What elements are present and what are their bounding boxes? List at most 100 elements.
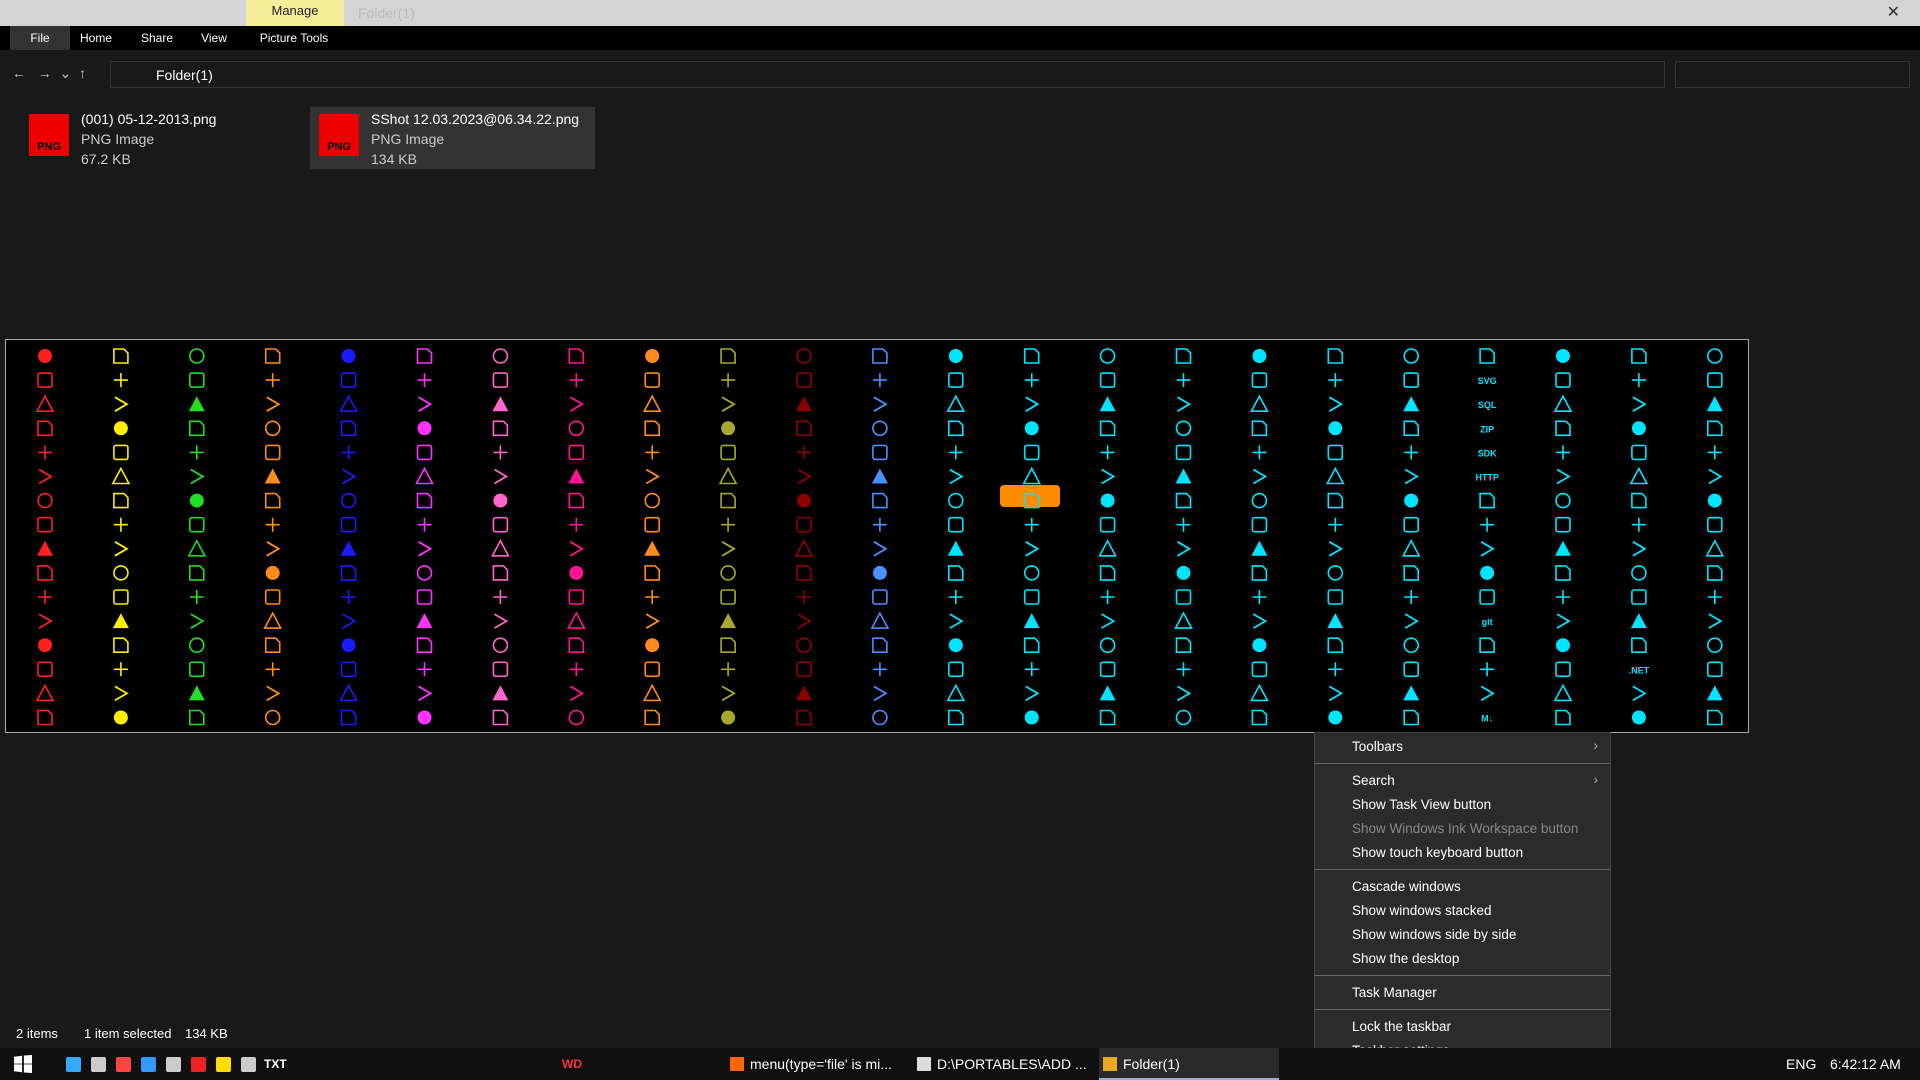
- path-box[interactable]: Folder(1): [110, 61, 1665, 88]
- file-item[interactable]: PNG SShot 12.03.2023@06.34.22.png PNG Imag…: [310, 107, 595, 169]
- icon: [1403, 516, 1419, 533]
- menu-item[interactable]: Toolbars ›: [1315, 735, 1610, 759]
- icon: [113, 517, 128, 532]
- icon: [189, 348, 205, 364]
- ribbon-tab[interactable]: Share: [140, 31, 174, 45]
- icon: [188, 396, 205, 412]
- menu-item[interactable]: Show the desktop: [1315, 947, 1610, 971]
- menu-item[interactable]: Cascade windows: [1315, 875, 1610, 899]
- tray-lang[interactable]: ENG: [1786, 1056, 1817, 1072]
- menu-item[interactable]: Show windows stacked: [1315, 899, 1610, 923]
- icon: [38, 613, 53, 629]
- icon: [1328, 421, 1343, 436]
- quick-icon[interactable]: [116, 1057, 131, 1072]
- menu-item[interactable]: Show windows side by side: [1315, 923, 1610, 947]
- icon: [946, 683, 966, 702]
- icon: [721, 421, 736, 436]
- icon: [1175, 348, 1192, 364]
- icon: [189, 709, 205, 726]
- icon: [1631, 565, 1647, 581]
- taskbar-window[interactable]: menu(type='file' is mi...: [726, 1048, 906, 1080]
- icon: [1328, 517, 1343, 532]
- icon: [720, 444, 736, 461]
- icon: [872, 662, 887, 677]
- icon-label: ZIP: [1480, 424, 1494, 434]
- quick-icon[interactable]: [66, 1057, 81, 1072]
- quick-icon[interactable]: [166, 1057, 181, 1072]
- context-tab[interactable]: Manage: [246, 0, 344, 26]
- quick-icon[interactable]: [241, 1057, 256, 1072]
- icon: [1023, 444, 1040, 461]
- icon: [1631, 492, 1647, 509]
- icon: [644, 540, 661, 556]
- icon: [492, 348, 509, 364]
- menu-item[interactable]: Lock the taskbar: [1315, 1015, 1610, 1039]
- icon: [1404, 493, 1419, 508]
- icon: [1023, 348, 1040, 364]
- menu-item[interactable]: Search ›: [1315, 769, 1610, 793]
- icon: [340, 565, 357, 581]
- icon: [264, 492, 281, 509]
- icon: [1251, 540, 1268, 556]
- icon: [796, 372, 812, 388]
- icon: [492, 709, 509, 726]
- icon: [1327, 565, 1344, 581]
- icon: [1100, 590, 1115, 604]
- icon: [37, 709, 53, 726]
- quick-label[interactable]: WD: [562, 1057, 582, 1071]
- icon: [1175, 444, 1192, 461]
- icon: [1708, 613, 1723, 629]
- icon: [1251, 565, 1268, 581]
- close[interactable]: ✕: [1886, 4, 1900, 21]
- icon: [1099, 565, 1116, 581]
- icon-label: M↓: [1481, 714, 1493, 724]
- quick-icon[interactable]: [141, 1057, 156, 1072]
- icon: [1631, 589, 1647, 605]
- icon: [1479, 348, 1495, 364]
- menu-item[interactable]: Task Manager: [1315, 981, 1610, 1005]
- start: [14, 1055, 32, 1073]
- ribbon-tab[interactable]: Picture Tools: [259, 31, 329, 45]
- tray-clock[interactable]: 6:42:12 AM: [1830, 1056, 1901, 1072]
- icon: [797, 613, 812, 629]
- quick-icon[interactable]: [191, 1057, 206, 1072]
- icon: [1707, 637, 1723, 654]
- menu-item[interactable]: Show Task View button: [1315, 793, 1610, 817]
- icon: [1251, 661, 1268, 678]
- icon: [1555, 492, 1571, 509]
- menu-item[interactable]: Show touch keyboard button: [1315, 841, 1610, 865]
- icon: [492, 565, 509, 581]
- quick-icon[interactable]: [91, 1057, 106, 1072]
- icon: [948, 565, 964, 581]
- icon: [417, 421, 432, 436]
- icon: [796, 348, 812, 364]
- ribbon-tab[interactable]: File: [10, 26, 70, 50]
- icon: [1556, 590, 1570, 604]
- icon: [341, 445, 356, 460]
- icon: [1556, 445, 1570, 460]
- icon: [187, 539, 207, 557]
- quick-label[interactable]: TXT: [264, 1057, 287, 1071]
- taskbar-window[interactable]: Folder(1): [1099, 1048, 1279, 1080]
- icon: [873, 541, 888, 557]
- taskbar-window[interactable]: D:\PORTABLES\ADD ...: [913, 1048, 1093, 1080]
- icon: [264, 420, 281, 437]
- quick-icon[interactable]: [216, 1057, 231, 1072]
- icon: [720, 492, 736, 509]
- menu-separator: [1315, 763, 1610, 764]
- file-item[interactable]: PNG (001) 05-12-2013.png PNG Image 67.2 KB: [20, 107, 305, 169]
- icon: [1556, 468, 1571, 485]
- icon: [1403, 685, 1420, 701]
- ribbon-tab[interactable]: View: [201, 31, 227, 45]
- submenu-arrow: ›: [1593, 771, 1598, 787]
- icon: [266, 685, 281, 702]
- icon: [1403, 661, 1419, 678]
- nav[interactable]: ← → ⌄ ↑: [12, 65, 86, 81]
- icon: [1025, 541, 1040, 557]
- icon: [948, 709, 964, 726]
- path: Folder(1): [156, 67, 213, 83]
- icon: [340, 661, 357, 678]
- icon: [947, 661, 964, 678]
- ribbon-tab[interactable]: Home: [79, 31, 113, 45]
- search-box[interactable]: [1675, 61, 1910, 88]
